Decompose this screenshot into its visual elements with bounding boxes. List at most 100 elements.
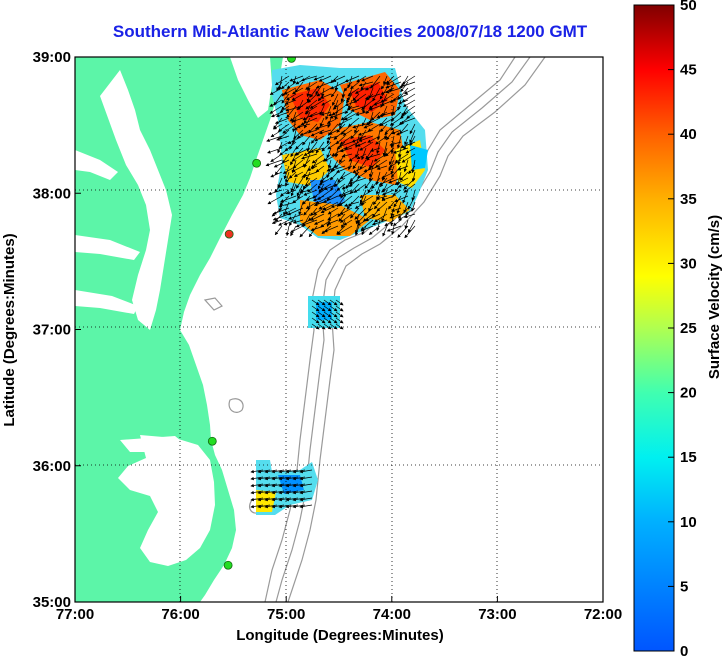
velocity-arrow <box>367 123 381 132</box>
velocity-arrow <box>388 159 402 168</box>
velocity-arrow <box>354 87 367 94</box>
velocity-arrow <box>307 93 318 103</box>
velocity-arrow <box>349 177 360 188</box>
x-axis-ticks: 77:00 76:00 75:00 74:00 73:00 72:00 <box>56 596 622 623</box>
velocity-arrow <box>405 207 416 215</box>
velocity-arrow <box>359 159 367 171</box>
velocity-arrow <box>311 305 320 312</box>
velocity-arrow <box>288 213 304 220</box>
velocity-arrow <box>350 81 360 90</box>
velocity-arrow <box>267 195 283 205</box>
velocity-arrow <box>274 117 290 124</box>
x-tick-label: 73:00 <box>478 606 516 623</box>
velocity-arrow <box>399 111 409 119</box>
colorbar-ticks: 0 5 10 15 20 25 30 35 40 45 50 <box>668 0 697 659</box>
velocity-arrow <box>273 123 283 130</box>
velocity-arrow <box>350 129 360 140</box>
velocity-arrow <box>288 171 297 179</box>
velocity-arrow <box>371 177 381 190</box>
velocity-arrow <box>275 111 290 118</box>
velocity-arrow <box>380 93 395 103</box>
velocity-arrow <box>359 195 374 205</box>
velocity-arrow <box>391 129 402 135</box>
velocity-arrow <box>311 323 320 330</box>
velocity-arrow <box>327 159 332 169</box>
velocity-arrow <box>326 117 339 124</box>
velocity-arrow <box>352 93 360 102</box>
station-marker-inactive <box>224 229 234 239</box>
velocity-arrow <box>353 93 367 103</box>
velocity-arrow <box>374 159 388 168</box>
velocity-arrow <box>396 129 409 136</box>
colorbar <box>633 4 675 652</box>
river-3 <box>75 290 138 314</box>
velocity-arrow <box>286 105 297 119</box>
velocity-arrow <box>299 225 311 238</box>
velocity-arrow <box>293 147 311 156</box>
velocity-arrow <box>375 171 381 186</box>
y-tick-label: 39:00 <box>33 49 71 66</box>
velocity-arrow <box>405 147 416 154</box>
velocity-arrow <box>318 75 332 82</box>
velocity-arrow <box>352 159 360 170</box>
y-tick-label: 35:00 <box>33 594 71 611</box>
velocity-arrow <box>378 177 395 186</box>
velocity-arrow <box>311 299 320 306</box>
velocity-arrow <box>271 207 283 217</box>
velocity-arrow <box>323 311 332 318</box>
velocity-arrow <box>290 183 297 197</box>
velocity-arrow <box>386 225 402 232</box>
y-axis-ticks: 39:00 38:00 37:00 36:00 35:00 <box>33 49 81 611</box>
velocity-arrow <box>329 317 338 324</box>
velocity-arrow <box>323 305 332 312</box>
velocity-arrow <box>290 147 297 158</box>
velocity-arrow <box>329 305 338 312</box>
velocity-arrow <box>299 504 313 509</box>
velocity-arrow <box>349 171 360 183</box>
velocity-arrow <box>368 165 374 178</box>
velocity-arrow <box>335 135 346 145</box>
velocity-arrow <box>272 213 290 221</box>
velocity-arrow <box>301 219 318 227</box>
velocity-arrow <box>323 323 332 330</box>
velocity-arrow <box>281 93 290 104</box>
velocity-arrow <box>330 165 346 172</box>
velocity-arrow <box>329 299 338 306</box>
velocity-arrow <box>311 317 320 324</box>
velocity-arrow <box>380 123 388 133</box>
velocity-arrow <box>358 135 374 142</box>
velocity-arrow <box>267 189 283 196</box>
velocity-arrow <box>407 195 416 210</box>
velocity-arrow <box>292 195 304 204</box>
velocity-arrow <box>383 75 388 85</box>
velocity-arrow <box>335 299 344 306</box>
velocity-arrow <box>315 141 325 154</box>
velocity-arrow <box>285 93 297 101</box>
velocity-arrow <box>404 135 409 146</box>
velocity-arrow <box>321 141 332 152</box>
velocity-arrow <box>315 81 325 95</box>
velocity-arrow <box>316 87 332 97</box>
velocity-arrow <box>382 225 388 237</box>
velocity-arrow <box>343 81 353 92</box>
velocity-arrow <box>317 323 326 330</box>
y-tick-label: 38:00 <box>33 185 71 202</box>
velocity-arrow <box>354 123 360 134</box>
velocity-arrow <box>400 141 416 149</box>
velocity-arrow <box>279 105 290 113</box>
velocity-arrow <box>390 165 395 175</box>
velocity-arrow <box>407 219 416 233</box>
velocity-arrow <box>373 201 381 210</box>
colorbar-tick-label: 45 <box>680 62 697 79</box>
x-axis-label: Longitude (Degrees:Minutes) <box>236 627 444 644</box>
velocity-arrow <box>308 123 318 134</box>
velocity-arrow <box>337 117 353 126</box>
velocity-arrow <box>356 141 367 147</box>
velocity-arrow <box>368 225 381 235</box>
velocity-arrow <box>370 111 381 121</box>
velocity-arrow <box>318 177 332 185</box>
velocity-arrow <box>394 195 409 203</box>
velocity-arrow <box>340 111 353 121</box>
velocity-arrow <box>339 147 353 153</box>
velocity-arrow <box>308 225 318 238</box>
